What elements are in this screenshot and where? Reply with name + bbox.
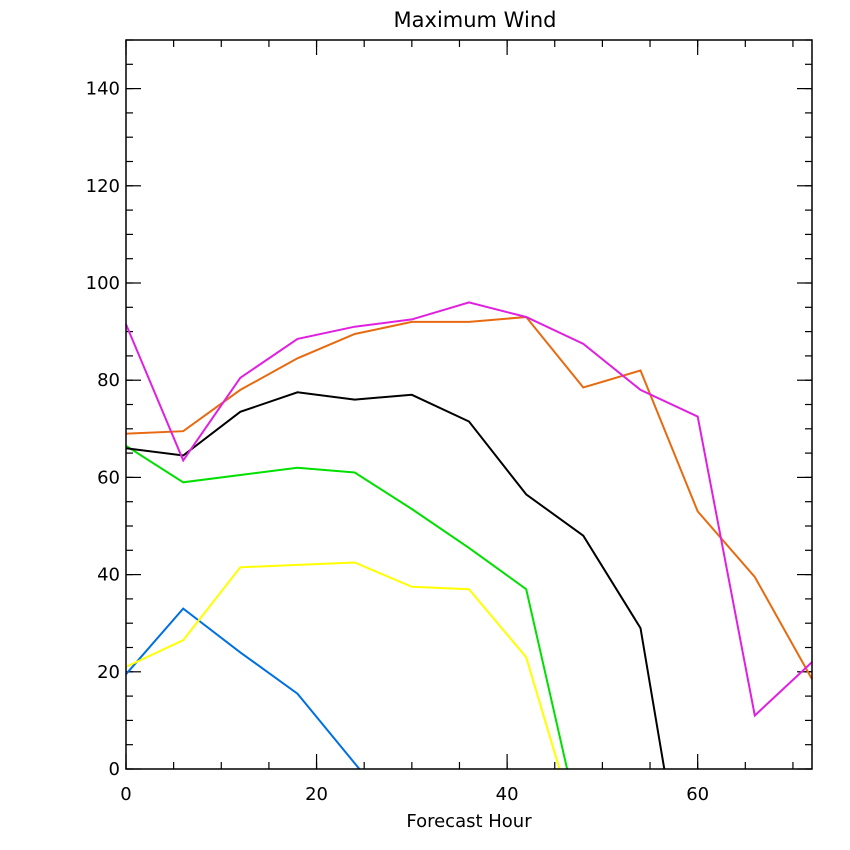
axis-tick-labels: 0 20 40 60 0 20 40 60 80 100 120 140: [86, 79, 709, 805]
series-line-5: [125, 315, 813, 680]
x-tick-label: 40: [496, 784, 519, 805]
x-tick-label: 60: [686, 784, 709, 805]
series-line-3: [125, 444, 569, 770]
y-tick-label: 60: [97, 467, 120, 488]
y-tick-label: 0: [109, 759, 120, 780]
y-tick-label: 120: [86, 176, 120, 197]
series-line-6: [125, 301, 813, 718]
series-line-2: [125, 561, 561, 770]
y-tick-label: 40: [97, 565, 120, 586]
series-line-4: [125, 391, 666, 770]
series-line-1: [125, 607, 361, 770]
plot-series: [125, 301, 813, 770]
axis-ticks: [125, 39, 812, 770]
x-tick-label: 0: [120, 784, 131, 805]
y-tick-label: 80: [97, 370, 120, 391]
chart-title: Maximum Wind: [394, 8, 557, 32]
y-tick-label: 20: [97, 662, 120, 683]
x-axis-label: Forecast Hour: [406, 811, 532, 832]
x-tick-label: 20: [305, 784, 328, 805]
y-tick-label: 140: [86, 79, 120, 100]
plot-frame: [125, 39, 813, 770]
y-tick-label: 100: [86, 273, 120, 294]
